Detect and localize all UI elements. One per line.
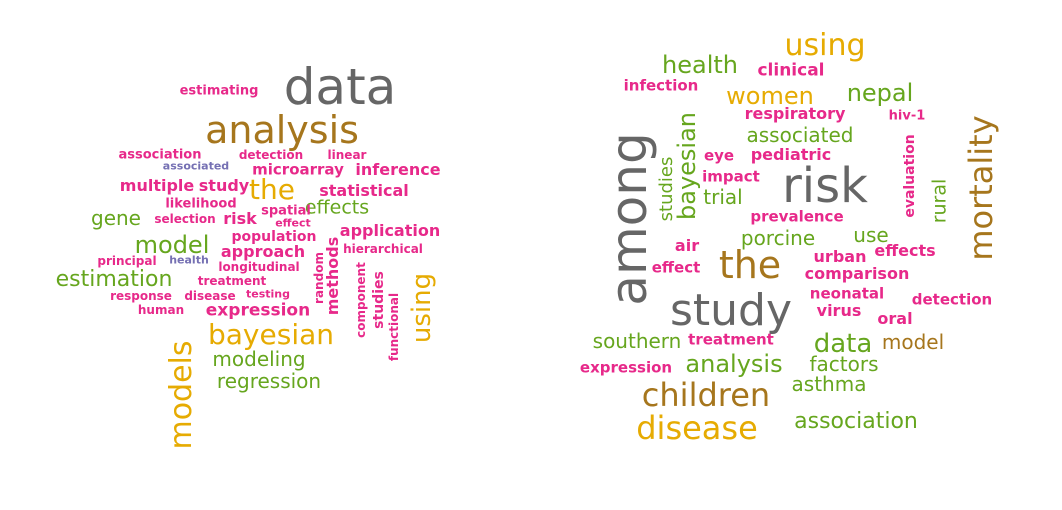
word-trial: trial <box>703 185 743 209</box>
word-expression: expression <box>579 358 673 377</box>
word-data: data <box>283 58 397 116</box>
word-methods: methods <box>323 236 342 316</box>
word-treatment: treatment <box>197 274 267 288</box>
word-effect: effect <box>651 258 701 277</box>
word-associated: associated <box>162 159 230 173</box>
word-clinical: clinical <box>757 60 825 81</box>
word-impact: impact <box>702 167 760 186</box>
word-effects: effects <box>304 196 370 219</box>
word-likelihood: likelihood <box>165 196 237 212</box>
word-effects: effects <box>874 241 936 260</box>
word-rural: rural <box>928 178 951 224</box>
word-application: application <box>339 221 441 240</box>
word-detection: detection <box>911 290 993 309</box>
word-air: air <box>674 236 700 255</box>
word-infection: infection <box>623 76 699 95</box>
word-cloud-right: using health clinical infection women nepal mo… <box>531 0 1062 510</box>
word-population: population <box>231 229 317 245</box>
word-model: model <box>134 231 210 259</box>
word-selection: selection <box>154 212 216 226</box>
word-studies: studies <box>656 156 677 222</box>
word-association: association <box>118 147 202 163</box>
word-model: model <box>881 330 945 354</box>
word-inference: inference <box>355 160 441 179</box>
word-evaluation: evaluation <box>902 134 918 218</box>
word-cloud-left: estimating data analysis association detecti… <box>55 58 441 450</box>
word-the: the <box>249 173 295 206</box>
word-microarray: microarray <box>252 160 344 179</box>
word-association: association <box>794 409 918 434</box>
word-porcine: porcine <box>740 226 816 250</box>
word-respiratory: respiratory <box>744 104 846 123</box>
word-disease: disease <box>184 289 236 303</box>
word-study: study <box>669 285 793 336</box>
word-studies: studies <box>371 271 387 329</box>
word-estimating: estimating <box>179 83 259 99</box>
word-study: study <box>198 176 250 195</box>
word-component: component <box>354 262 368 338</box>
word-models: models <box>164 340 199 450</box>
word-health: health <box>662 51 738 79</box>
word-virus: virus <box>816 301 862 320</box>
word-human: human <box>137 303 185 317</box>
word-children: children <box>641 376 771 414</box>
word-bayesian: bayesian <box>208 318 334 351</box>
word-oral: oral <box>877 309 913 328</box>
word-statistical: statistical <box>319 181 409 200</box>
word-mortality: mortality <box>962 115 1000 261</box>
word-among: among <box>600 132 658 306</box>
word-pediatric: pediatric <box>750 145 832 164</box>
word-eye: eye <box>703 146 735 165</box>
word-the: the <box>718 243 782 287</box>
word-multiple: multiple <box>119 176 195 195</box>
word-response: response <box>110 289 172 303</box>
word-neonatal: neonatal <box>809 284 885 303</box>
word-using: using <box>407 272 437 344</box>
word-urban: urban <box>813 247 867 266</box>
word-effect: effect <box>275 216 311 230</box>
word-approach: approach <box>220 242 306 261</box>
word-testing: testing <box>246 287 290 301</box>
word-risk: risk <box>223 209 257 228</box>
word-women: women <box>726 82 814 110</box>
word-principal: principal <box>97 254 157 268</box>
word-factors: factors <box>809 352 879 376</box>
word-use: use <box>853 223 889 247</box>
word-functional: functional <box>387 292 401 362</box>
word-health: health <box>169 253 209 267</box>
word-longitudinal: longitudinal <box>218 260 300 274</box>
word-data: data <box>813 329 873 359</box>
word-disease: disease <box>636 409 758 447</box>
word-using: using <box>784 28 866 63</box>
word-hierarchical: hierarchical <box>343 242 423 256</box>
word-spatial: spatial <box>261 203 311 219</box>
word-estimation: estimation <box>55 267 173 292</box>
word-associated: associated <box>746 123 854 147</box>
word-linear: linear <box>327 148 367 162</box>
word-modeling: modeling <box>212 347 306 371</box>
word-prevalence: prevalence <box>750 207 844 226</box>
word-bayesian: bayesian <box>673 112 701 220</box>
word-asthma: asthma <box>791 372 867 396</box>
word-treatment: treatment <box>688 330 774 349</box>
word-risk: risk <box>782 158 868 214</box>
word-analysis: analysis <box>205 108 359 152</box>
word-southern: southern <box>592 329 682 353</box>
word-regression: regression <box>216 369 322 393</box>
word-expression: expression <box>205 300 311 321</box>
word-gene: gene <box>91 206 141 230</box>
word-detection: detection <box>238 148 304 162</box>
word-analysis: analysis <box>685 350 783 378</box>
word-hiv-1: hiv-1 <box>888 108 926 124</box>
word-comparison: comparison <box>804 264 910 283</box>
word-nepal: nepal <box>846 79 914 107</box>
